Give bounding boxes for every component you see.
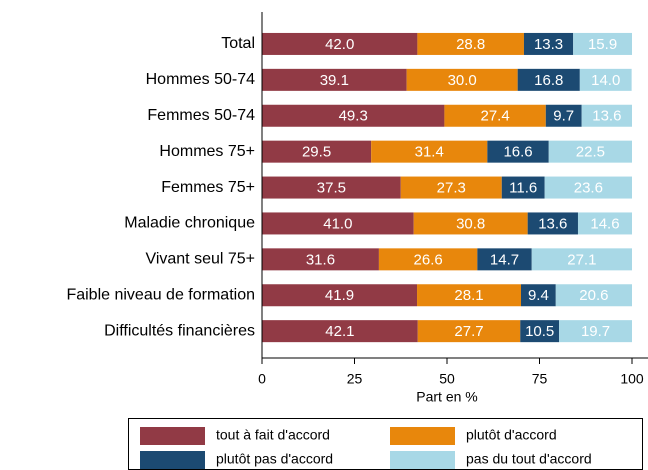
category-label: Hommes 50-74 — [146, 71, 255, 88]
bar-segment — [417, 320, 521, 343]
legend-label: pas du tout d'accord — [466, 451, 592, 467]
value-label: 42.1 — [325, 323, 354, 340]
bar-segment — [417, 284, 521, 307]
value-label: 23.6 — [574, 180, 603, 197]
bar-segment — [573, 32, 632, 55]
value-label: 13.3 — [534, 36, 563, 53]
value-label: 27.3 — [437, 180, 466, 197]
x-tick-label: 25 — [347, 371, 363, 387]
value-label: 28.8 — [456, 36, 485, 53]
category-label: Vivant seul 75+ — [145, 251, 255, 268]
legend-label: plutôt pas d'accord — [216, 451, 333, 467]
value-label: 14.6 — [590, 215, 619, 232]
value-label: 31.6 — [306, 251, 335, 268]
value-label: 14.0 — [591, 72, 620, 89]
bar-segment — [521, 284, 556, 307]
value-label: 16.8 — [534, 72, 563, 89]
value-label: 13.6 — [538, 215, 567, 232]
legend-box — [128, 418, 643, 470]
legend-swatch — [140, 427, 205, 445]
value-label: 42.0 — [325, 36, 354, 53]
bar-segment — [555, 284, 632, 307]
legend-label: tout à fait d'accord — [216, 427, 330, 443]
value-label: 9.7 — [553, 108, 574, 125]
value-label: 49.3 — [339, 108, 368, 125]
bar-segment — [559, 320, 632, 343]
bar-segment — [378, 248, 478, 271]
value-label: 30.8 — [456, 215, 485, 232]
x-axis-label: Part en % — [416, 389, 477, 405]
value-label: 16.6 — [503, 144, 532, 161]
x-tick-label: 50 — [439, 371, 455, 387]
value-label: 27.7 — [454, 323, 483, 340]
bar-segment — [262, 140, 372, 163]
bar-segment — [577, 212, 632, 235]
value-label: 27.4 — [480, 108, 509, 125]
bar-segment — [487, 140, 549, 163]
value-label: 20.6 — [579, 287, 608, 304]
value-label: 41.0 — [323, 215, 352, 232]
bar-segment — [545, 104, 582, 127]
value-label: 37.5 — [317, 180, 346, 197]
bar-segment — [262, 68, 407, 91]
bar-segment — [262, 104, 445, 127]
bar-segment — [527, 212, 578, 235]
x-tick-label: 75 — [532, 371, 548, 387]
value-label: 41.9 — [325, 287, 354, 304]
bar-segment — [400, 176, 502, 199]
bar-segment — [371, 140, 488, 163]
bar-segment — [262, 212, 414, 235]
bar-segment — [413, 212, 528, 235]
bar-segment — [548, 140, 632, 163]
value-label: 13.6 — [592, 108, 621, 125]
value-label: 15.9 — [588, 36, 617, 53]
bar-segment — [581, 104, 632, 127]
bar-segment — [501, 176, 545, 199]
x-tick-label: 100 — [620, 371, 644, 387]
category-label: Total — [221, 35, 255, 52]
bar-segment — [523, 32, 574, 55]
bar-segment — [417, 32, 524, 55]
value-label: 39.1 — [320, 72, 349, 89]
bar-segment — [262, 248, 379, 271]
x-tick-label: 0 — [258, 371, 266, 387]
bar-segment — [520, 320, 560, 343]
value-label: 26.6 — [414, 251, 443, 268]
value-label: 27.1 — [567, 251, 596, 268]
value-label: 28.1 — [454, 287, 483, 304]
value-label: 14.7 — [490, 251, 519, 268]
bar-segment — [262, 176, 401, 199]
value-label: 9.4 — [528, 287, 549, 304]
value-label: 31.4 — [415, 144, 444, 161]
legend-swatch — [390, 427, 455, 445]
value-label: 11.6 — [509, 180, 537, 197]
value-label: 30.0 — [448, 72, 477, 89]
bar-segment — [531, 248, 632, 271]
value-label: 10.5 — [525, 323, 554, 340]
category-label: Femmes 75+ — [161, 179, 255, 196]
bar-segment — [477, 248, 532, 271]
category-label: Difficultés financières — [104, 322, 255, 339]
legend-swatch — [390, 451, 455, 469]
value-label: 19.7 — [581, 323, 610, 340]
category-label: Maladie chronique — [124, 215, 255, 232]
category-label: Faible niveau de formation — [66, 286, 255, 303]
category-label: Femmes 50-74 — [147, 107, 255, 124]
bar-segment — [262, 32, 418, 55]
bar-segment — [262, 284, 418, 307]
value-label: 22.5 — [576, 144, 605, 161]
legend-label: plutôt d'accord — [466, 427, 557, 443]
bar-segment — [544, 176, 632, 199]
bar-segment — [444, 104, 546, 127]
category-label: Hommes 75+ — [159, 143, 255, 160]
bar-segment — [262, 320, 418, 343]
value-label: 29.5 — [302, 144, 331, 161]
bar-segment — [406, 68, 518, 91]
bar-segment — [517, 68, 580, 91]
legend-swatch — [140, 451, 205, 469]
bar-segment — [579, 68, 632, 91]
